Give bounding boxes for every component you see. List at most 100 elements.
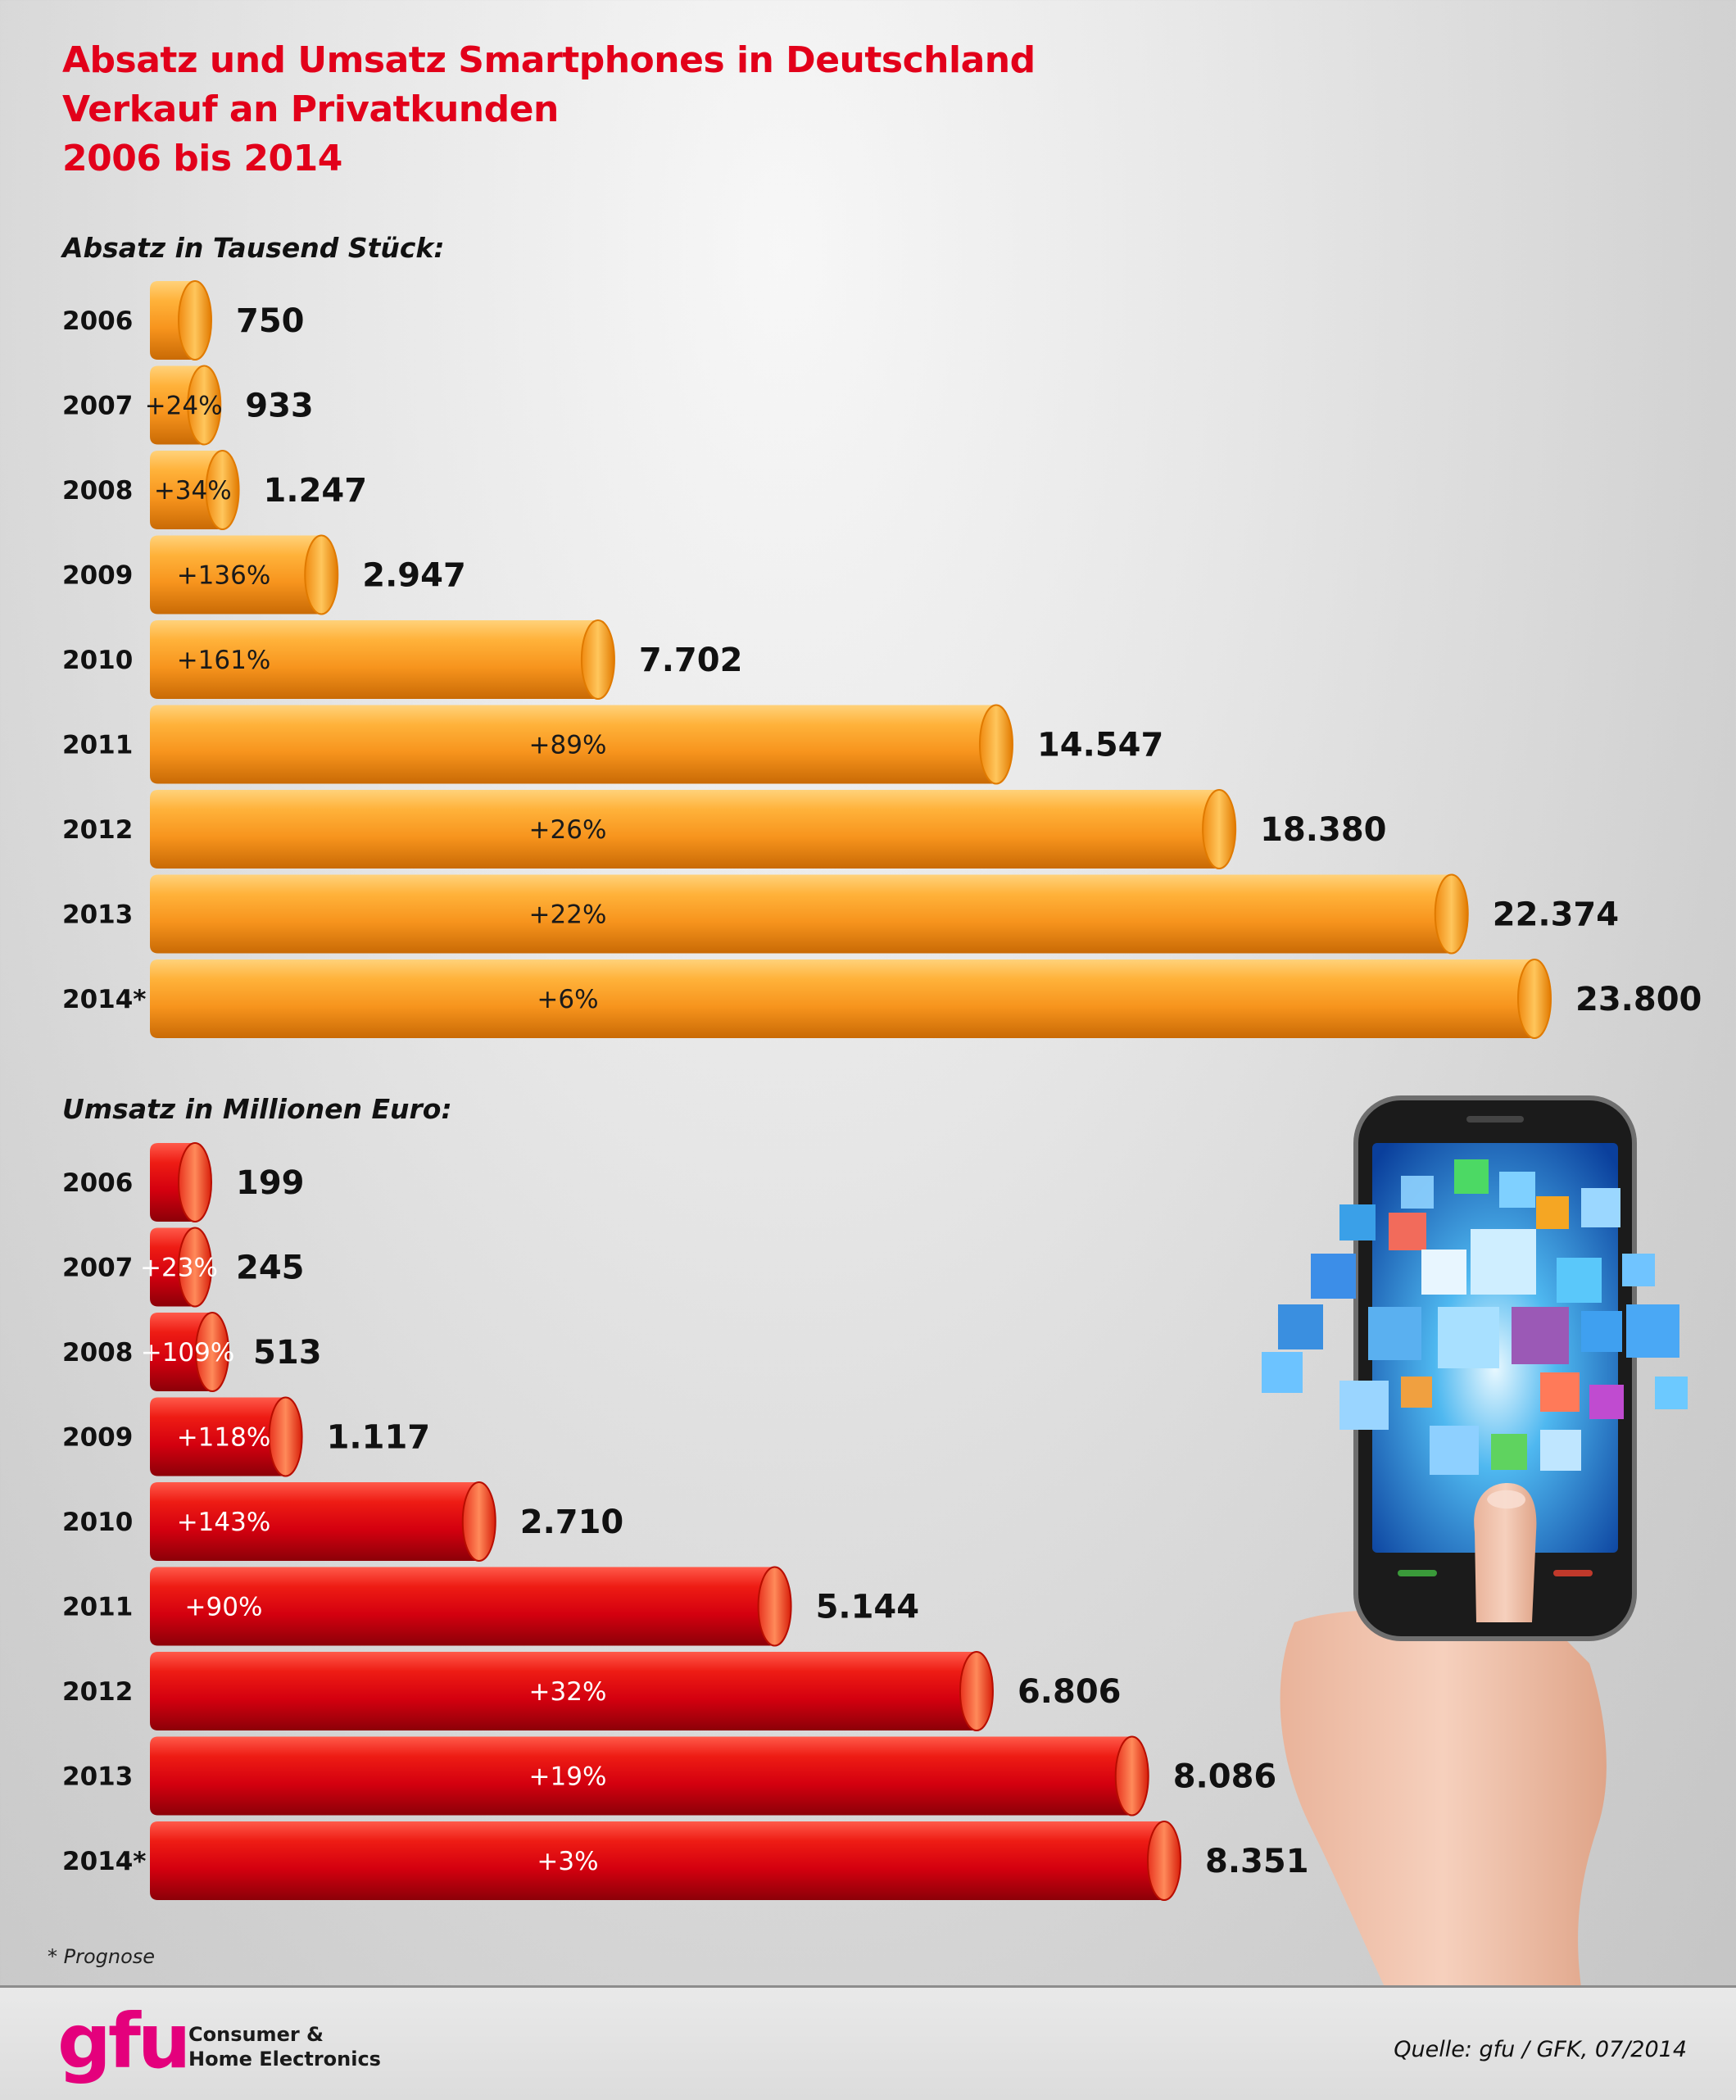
umsatz-change-label: +19%	[529, 1762, 607, 1792]
absatz-year-label: 2011	[62, 731, 133, 760]
umsatz-heading: Umsatz in Millionen Euro:	[62, 1093, 452, 1125]
umsatz-bar	[150, 1736, 1132, 1816]
umsatz-value-label: 199	[236, 1164, 305, 1202]
absatz-value-label: 1.247	[264, 472, 368, 510]
umsatz-value-label: 5.144	[816, 1589, 920, 1626]
phone-speaker	[1466, 1116, 1524, 1123]
umsatz-year-label: 2009	[62, 1423, 133, 1453]
umsatz-value-label: 2.710	[520, 1504, 624, 1541]
bar-charts: 2006 750 2007 +24% 933 2008 +34% 1.247 2009 +136%…	[62, 280, 1702, 1901]
thumbnail-shape	[1487, 1490, 1525, 1509]
absatz-value-label: 23.800	[1575, 981, 1702, 1018]
gfu-logo-line-1: Consumer &	[188, 2023, 324, 2046]
source-note: Quelle: gfu / GFK, 07/2014	[1394, 2037, 1687, 2062]
app-icons-cluster	[1262, 1159, 1688, 1475]
absatz-bar	[150, 874, 1452, 954]
umsatz-year-label: 2012	[62, 1677, 133, 1707]
absatz-change-label: +26%	[529, 815, 607, 845]
umsatz-bar	[150, 1652, 977, 1730]
absatz-year-label: 2012	[62, 815, 133, 845]
absatz-bar-cap	[178, 280, 212, 361]
absatz-year-label: 2013	[62, 900, 133, 930]
umsatz-bar-cap	[268, 1396, 303, 1477]
absatz-bar-cap	[978, 704, 1013, 785]
absatz-bar-cap	[1517, 959, 1552, 1039]
umsatz-bar-cap	[757, 1566, 792, 1647]
umsatz-change-label: +109%	[141, 1338, 235, 1367]
umsatz-value-label: 513	[253, 1334, 322, 1372]
absatz-value-label: 22.374	[1493, 896, 1619, 934]
absatz-bar-cap	[1202, 789, 1237, 869]
umsatz-year-label: 2014*	[62, 1847, 147, 1876]
absatz-value-label: 18.380	[1260, 811, 1386, 849]
absatz-value-label: 7.702	[639, 642, 743, 679]
umsatz-bar-cap	[195, 1312, 230, 1392]
absatz-chart: 2006 750 2007 +24% 933 2008 +34% 1.247 2009 +136%…	[62, 280, 1702, 1039]
absatz-change-label: +6%	[537, 985, 598, 1014]
umsatz-bar-cap	[461, 1481, 496, 1562]
umsatz-change-label: +23%	[140, 1254, 218, 1283]
umsatz-value-label: 1.117	[327, 1419, 431, 1457]
umsatz-bar-cap	[1147, 1821, 1181, 1901]
umsatz-value-label: 245	[236, 1250, 305, 1287]
umsatz-value-label: 8.086	[1173, 1758, 1277, 1796]
umsatz-value-label: 8.351	[1205, 1843, 1309, 1880]
absatz-change-label: +34%	[154, 476, 232, 506]
absatz-bar	[150, 959, 1534, 1038]
absatz-bar-cap	[580, 619, 615, 700]
umsatz-year-label: 2010	[62, 1508, 133, 1537]
absatz-heading: Absatz in Tausend Stück:	[62, 232, 445, 264]
umsatz-value-label: 6.806	[1018, 1673, 1122, 1711]
absatz-bar-cap	[187, 365, 222, 446]
umsatz-change-label: +90%	[185, 1593, 263, 1622]
absatz-year-label: 2008	[62, 476, 133, 506]
umsatz-bar-cap	[959, 1651, 994, 1731]
absatz-value-label: 750	[236, 302, 305, 340]
absatz-year-label: 2009	[62, 561, 133, 591]
umsatz-year-label: 2013	[62, 1762, 133, 1792]
title-line-1: Absatz und Umsatz Smartphones in Deutsch…	[62, 39, 1036, 81]
umsatz-year-label: 2007	[62, 1254, 133, 1283]
absatz-bar	[150, 620, 598, 699]
absatz-value-label: 933	[245, 388, 314, 425]
footnote-prognose: * Prognose	[48, 1945, 156, 1968]
umsatz-year-label: 2006	[62, 1168, 133, 1198]
absatz-bar-cap	[304, 534, 339, 615]
gfu-logo-line-2: Home Electronics	[188, 2048, 381, 2071]
absatz-bar	[150, 451, 223, 529]
footer-bar: gfu Consumer & Home Electronics Quelle: …	[0, 1985, 1736, 2100]
umsatz-chart: 2006 199 2007 +23% 245 2008 +109% 513 2009 +118% 1…	[62, 1142, 1309, 1901]
absatz-change-label: +161%	[177, 646, 271, 675]
gfu-logo-word: gfu	[57, 1998, 191, 2085]
title-block: Absatz und Umsatz Smartphones in Deutsch…	[62, 36, 1036, 184]
umsatz-year-label: 2011	[62, 1593, 133, 1622]
absatz-bar-cap	[205, 450, 240, 530]
absatz-change-label: +24%	[145, 392, 223, 421]
umsatz-year-label: 2008	[62, 1338, 133, 1367]
absatz-change-label: +22%	[529, 900, 607, 930]
absatz-change-label: +136%	[177, 561, 271, 591]
umsatz-bar	[150, 1482, 479, 1561]
absatz-change-label: +89%	[529, 731, 607, 760]
umsatz-bar-cap	[178, 1142, 212, 1222]
umsatz-change-label: +143%	[177, 1508, 271, 1537]
umsatz-bar-cap	[178, 1227, 212, 1308]
umsatz-bar	[150, 1821, 1164, 1900]
title-line-2: Verkauf an Privatkunden	[62, 88, 559, 130]
umsatz-bar	[150, 1397, 286, 1476]
umsatz-bar-cap	[1114, 1735, 1149, 1817]
absatz-year-label: 2006	[62, 306, 133, 336]
umsatz-change-label: +118%	[177, 1423, 271, 1453]
absatz-year-label: 2010	[62, 646, 133, 675]
title-line-3: 2006 bis 2014	[62, 138, 342, 179]
umsatz-change-label: +3%	[537, 1847, 598, 1876]
absatz-value-label: 14.547	[1037, 727, 1163, 764]
absatz-year-label: 2007	[62, 392, 133, 421]
absatz-bar-cap	[1434, 873, 1469, 955]
gfu-logo-subtitle: Consumer & Home Electronics	[188, 2022, 381, 2071]
absatz-bar	[150, 535, 322, 615]
umsatz-change-label: +32%	[529, 1677, 607, 1707]
umsatz-bar	[150, 1313, 213, 1391]
umsatz-bar	[150, 1567, 775, 1646]
hand-shape	[1280, 1609, 1607, 1987]
